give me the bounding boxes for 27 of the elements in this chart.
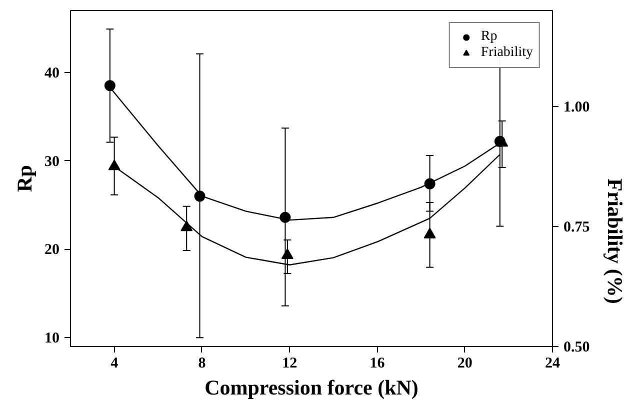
point [280, 212, 291, 223]
point [108, 160, 120, 170]
x-tick-label: 8 [198, 356, 206, 372]
y2-tick-label: 0.50 [564, 340, 590, 356]
y2-axis-title: Friability (%) [602, 178, 627, 304]
x-tick-label: 20 [457, 356, 472, 372]
point [194, 190, 206, 202]
point [180, 220, 193, 232]
y2-tick-label: 1.00 [564, 100, 590, 116]
x-tick-label: 12 [282, 356, 298, 372]
point [424, 178, 436, 190]
y2-tick-label: 0.75 [564, 220, 590, 236]
y-tick-label: 10 [44, 330, 60, 347]
y-tick-label: 40 [44, 65, 60, 82]
y-axis-title: Rp [12, 165, 36, 192]
y-tick-label: 30 [44, 154, 60, 170]
legend-label: Rp [480, 29, 498, 45]
legend-label: Friability [480, 45, 533, 61]
y-tick-label: 20 [44, 242, 60, 258]
x-tick-label: 4 [110, 356, 119, 372]
point [281, 248, 294, 259]
x-tick-label: 24 [545, 356, 560, 372]
point [494, 136, 506, 147]
x-tick-label: 16 [370, 356, 386, 372]
point [104, 80, 116, 92]
x-axis-title: Compression force (kN) [204, 376, 418, 400]
point [424, 228, 436, 238]
